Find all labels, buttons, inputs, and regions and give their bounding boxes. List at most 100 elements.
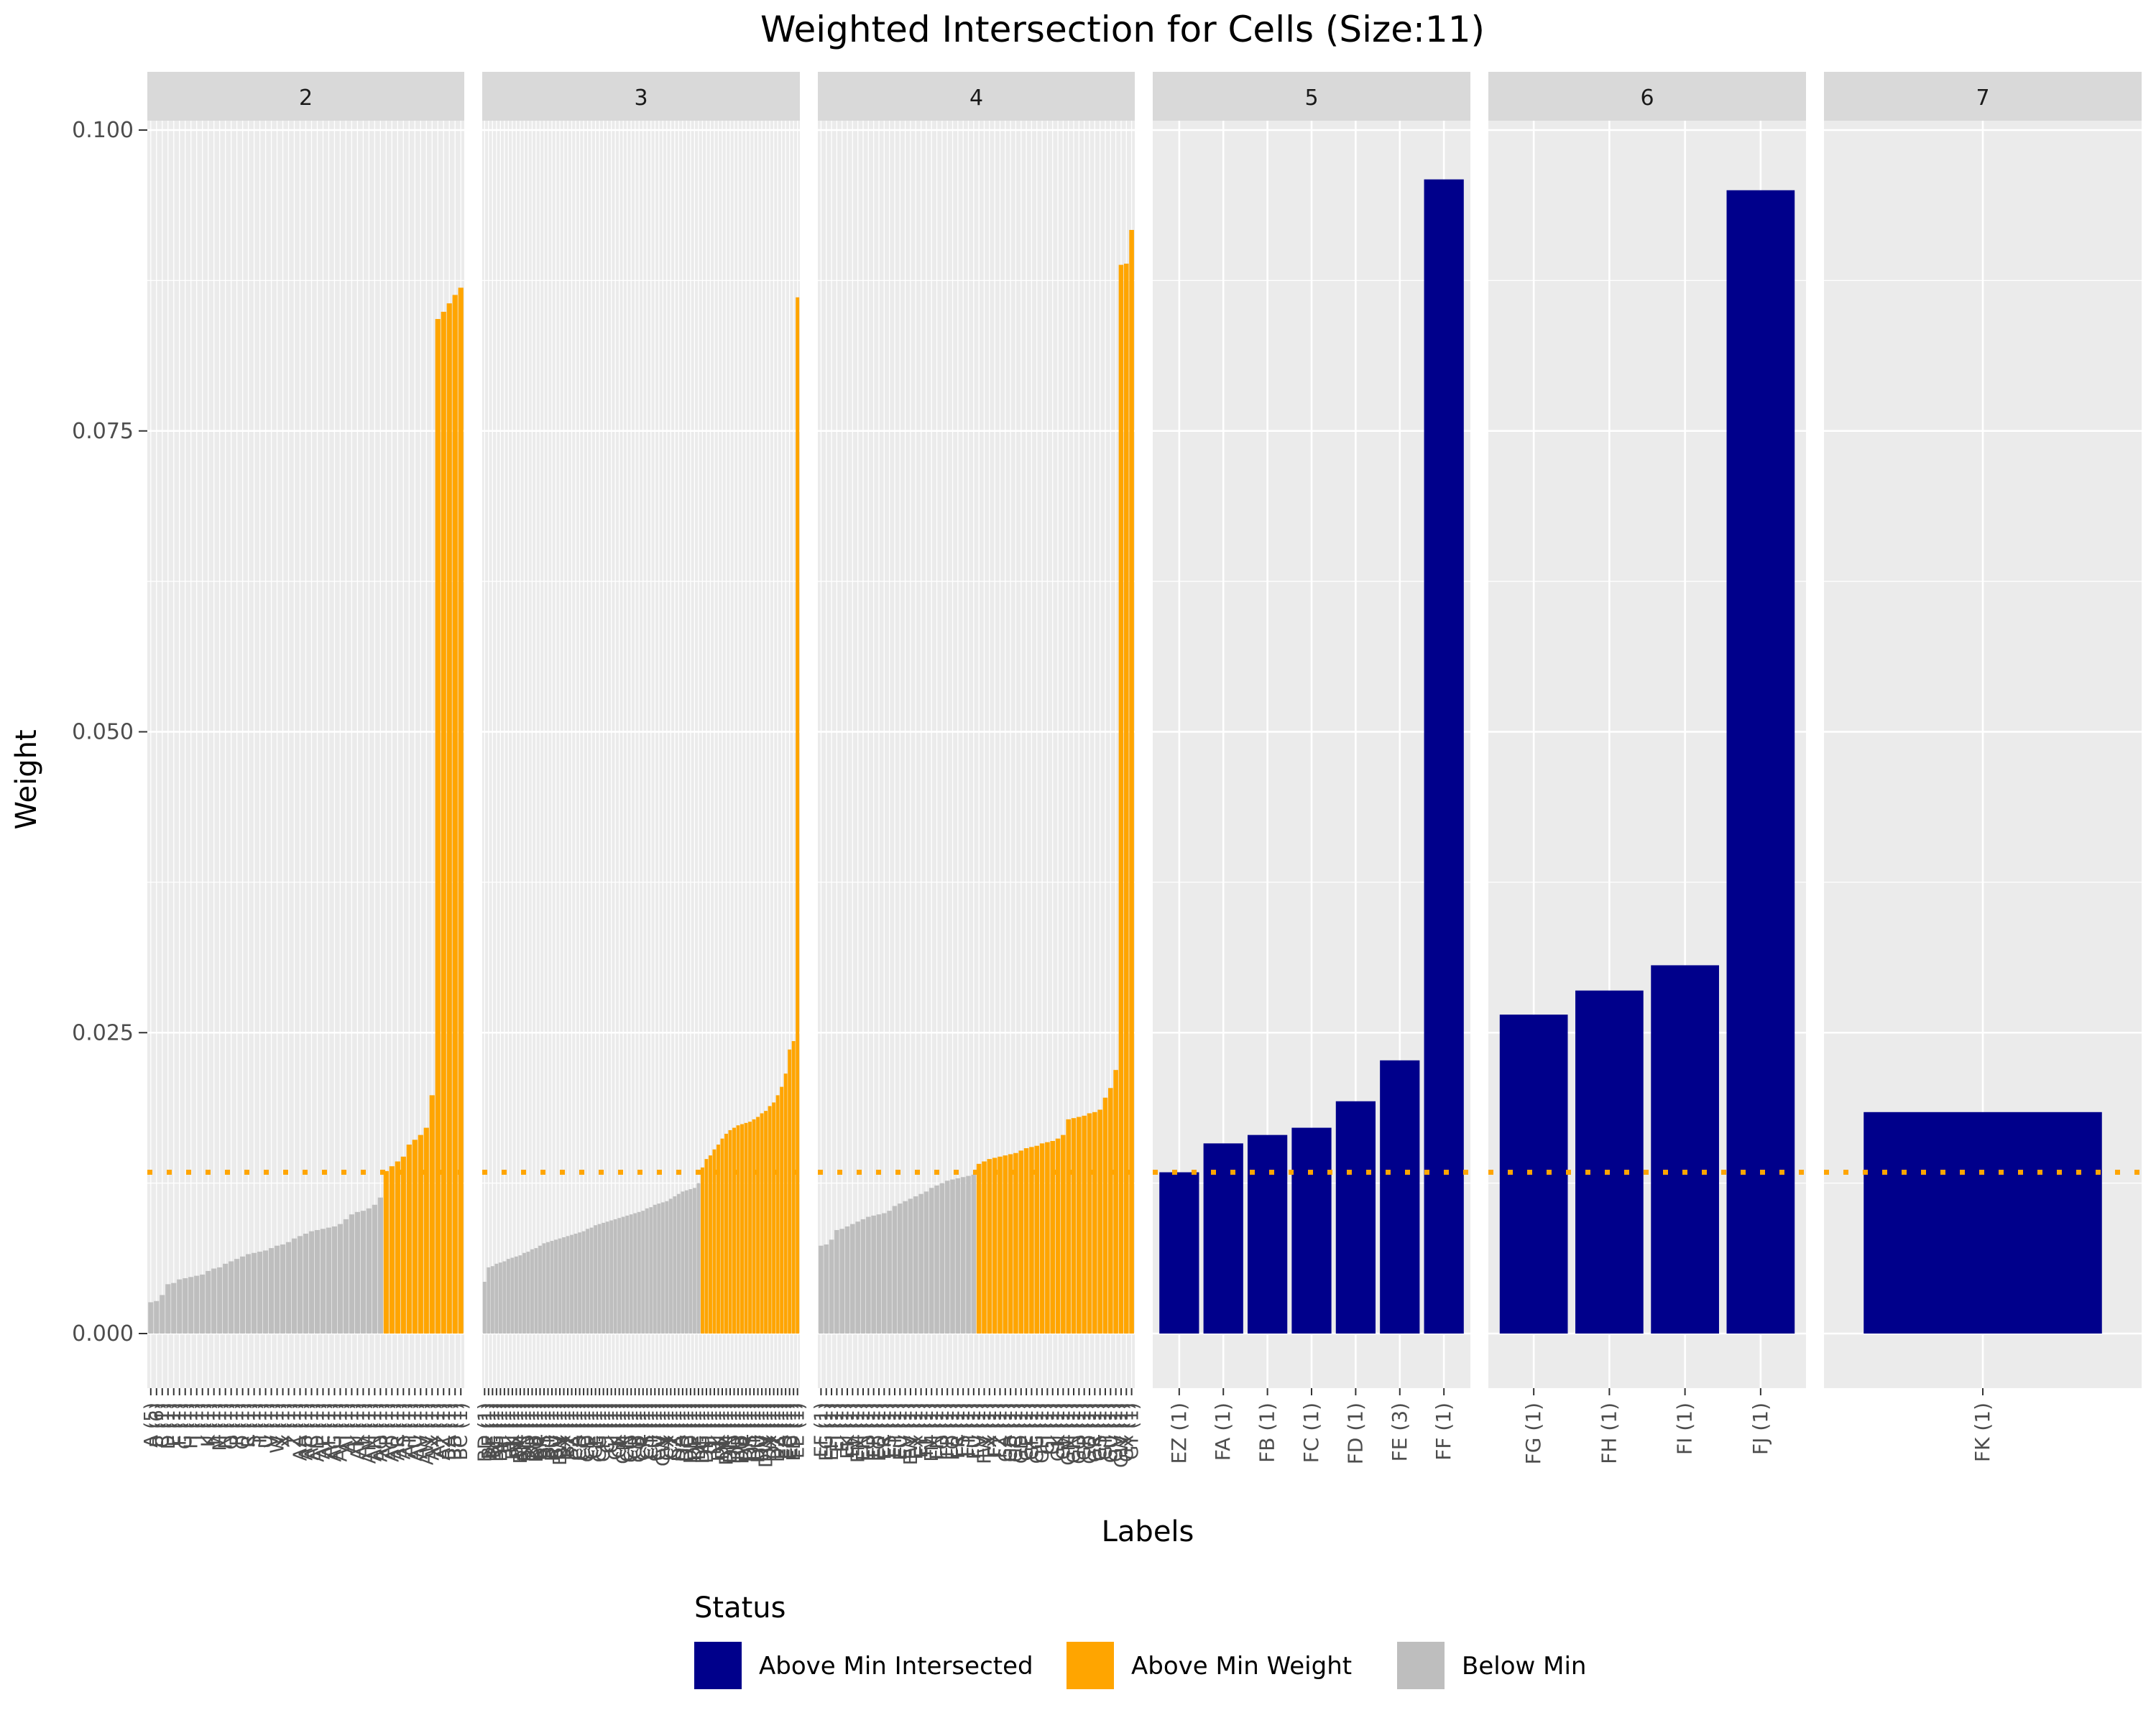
x-tick-label: BP (1) [522, 1403, 543, 1459]
x-tick-label: CI (1) [597, 1403, 619, 1454]
bar [724, 1133, 728, 1334]
x-tick-label: CU (1) [645, 1403, 666, 1461]
x-tick-label: BA (1) [439, 1403, 461, 1461]
bar [314, 1229, 321, 1334]
x-tick-label: BH (1) [490, 1403, 512, 1461]
bar [629, 1214, 633, 1334]
x-tick-label: DY (1) [764, 1403, 786, 1460]
bar [696, 1183, 701, 1334]
x-tick-label: AK (1) [347, 1403, 369, 1460]
bar [1061, 1135, 1066, 1334]
bar [518, 1255, 522, 1334]
bar [240, 1256, 246, 1334]
x-tick-label: BQ (1) [526, 1403, 548, 1462]
bar [383, 1170, 389, 1334]
bar [1029, 1147, 1034, 1334]
x-tick-label: I (1) [187, 1403, 208, 1441]
x-tick-label: BD (1) [474, 1403, 496, 1462]
x-tick-label: EA (1) [772, 1403, 793, 1459]
bar [510, 1257, 515, 1334]
bar [395, 1161, 400, 1334]
x-tick-label: U (1) [256, 1403, 277, 1449]
x-tick-label: CC (1) [573, 1403, 595, 1461]
x-tick-label: CL (1) [609, 1403, 631, 1459]
x-tick-label: GP (1) [1074, 1403, 1096, 1461]
bar [320, 1229, 326, 1334]
bar [645, 1208, 649, 1334]
x-tick-label: AI (1) [336, 1403, 357, 1454]
facet-panels: 2 A (5)B (6)C (1)D (1)E (1)F (1)G (1)H (1… [141, 72, 2142, 1468]
bar [530, 1249, 534, 1334]
bar [343, 1219, 349, 1334]
bar [934, 1185, 939, 1334]
x-tick-label: GT (1) [1095, 1403, 1117, 1460]
x-tick-label: AJ (1) [341, 1403, 363, 1454]
facet-strip-label: 6 [1640, 86, 1654, 111]
bar [897, 1203, 903, 1334]
bar [441, 311, 446, 1334]
x-tick-label: M (1) [210, 1403, 231, 1451]
x-tick-label: AC (1) [301, 1403, 323, 1461]
bar [229, 1261, 234, 1334]
bar [913, 1196, 918, 1334]
x-tick-label: AX (1) [422, 1403, 443, 1461]
x-tick-label: DA (1) [668, 1403, 690, 1461]
x-tick-label: AQ (1) [382, 1403, 403, 1462]
bar [736, 1125, 740, 1334]
bar [744, 1122, 748, 1334]
x-tick-label: EE (1) [788, 1403, 809, 1459]
x-tick-label: BE (1) [479, 1403, 500, 1459]
facet-strip-label: 5 [1304, 86, 1318, 111]
bar [1003, 1155, 1008, 1334]
bar [660, 1202, 665, 1334]
bar [1055, 1138, 1061, 1334]
bar [641, 1211, 645, 1334]
x-tick-label: AG (1) [324, 1403, 346, 1462]
x-tick-label: EB (1) [775, 1403, 797, 1459]
x-tick-label: DT (1) [744, 1403, 765, 1461]
bar [274, 1245, 280, 1334]
bar [728, 1129, 732, 1334]
bar [1118, 264, 1124, 1334]
x-tick-label: O (1) [221, 1403, 243, 1450]
x-tick-label: DI (1) [700, 1403, 722, 1455]
bar [605, 1221, 609, 1334]
chart-title: Weighted Intersection for Cells (Size:11… [760, 9, 1485, 50]
x-tick-label: FP (1) [937, 1403, 959, 1457]
bar [494, 1263, 499, 1334]
bar [681, 1191, 685, 1334]
x-tick-label: EF (1) [811, 1403, 832, 1457]
bar [526, 1252, 530, 1334]
x-tick-label: GQ (1) [1079, 1403, 1101, 1464]
bar [772, 1102, 776, 1334]
x-tick-label: FW (1) [974, 1403, 995, 1464]
y-tick-label: 0.075 [72, 419, 134, 444]
bar [780, 1086, 784, 1334]
bar [534, 1248, 538, 1334]
bar [1039, 1143, 1045, 1334]
bar [452, 295, 458, 1334]
x-tick-label: EP (1) [864, 1403, 885, 1458]
x-tick-label: G (1) [175, 1403, 197, 1449]
x-tick-label: DZ (1) [768, 1403, 789, 1462]
x-tick-label: K (1) [198, 1403, 220, 1447]
x-tick-label: DV (1) [752, 1403, 773, 1461]
x-tick-label: GF (1) [1021, 1403, 1043, 1460]
x-tick-label: CE (1) [581, 1403, 603, 1460]
x-tick-label: DP (1) [728, 1403, 750, 1461]
x-tick-label: BN (1) [514, 1403, 535, 1461]
bar [866, 1216, 871, 1334]
x-tick-label: CN (1) [617, 1403, 639, 1462]
bar [829, 1239, 834, 1334]
bar [732, 1127, 736, 1334]
x-tick-label: FO (1) [932, 1403, 954, 1461]
bar [1013, 1152, 1018, 1334]
bar [688, 1189, 693, 1334]
facet-strip [1153, 72, 1470, 121]
x-tick-label: FM (1) [921, 1403, 943, 1461]
x-tick-label: FH (1) [1597, 1403, 1621, 1464]
bar [992, 1158, 998, 1334]
x-tick-label: CJ (1) [602, 1403, 623, 1454]
facet-strip-label: 4 [969, 86, 983, 111]
x-tick-label: DU (1) [748, 1403, 770, 1463]
